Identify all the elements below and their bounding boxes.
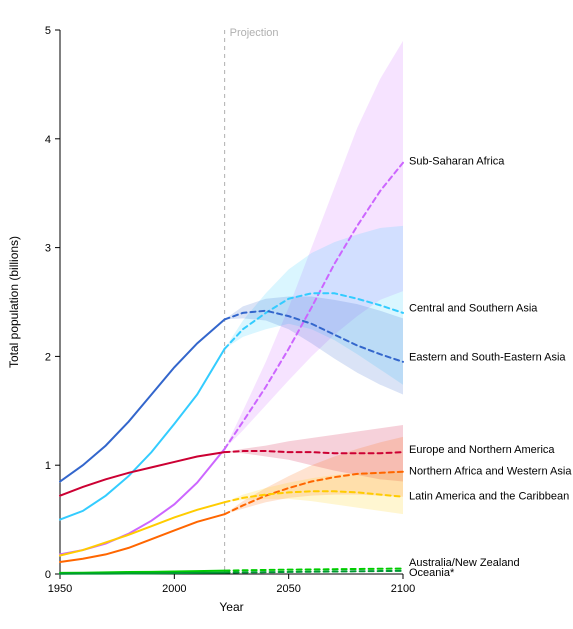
series-line-historical [60,573,225,574]
x-tick-label: 2100 [391,583,415,595]
y-tick-label: 2 [45,351,51,363]
series-label: Northern Africa and Western Asia [409,466,572,478]
y-tick-label: 1 [45,460,51,472]
y-tick-label: 5 [45,25,51,37]
y-axis-label: Total population (billions) [7,236,21,368]
projection-label: Projection [230,27,279,39]
x-tick-label: 2000 [162,583,186,595]
y-tick-label: 0 [45,569,51,581]
y-tick-label: 3 [45,243,51,255]
y-tick-label: 4 [45,134,51,146]
series-label: Oceania* [409,567,455,579]
series-label: Eastern and South-Eastern Asia [409,351,566,363]
x-tick-label: 1950 [48,583,72,595]
series-label: Latin America and the Caribbean [409,491,569,503]
series-label: Sub-Saharan Africa [409,156,505,168]
x-axis-label: Year [219,600,243,614]
population-chart: 0 1 2 3 4 5 1950 2000 2050 2100 Year Total populati… [0,0,573,629]
series-label: Europe and Northern America [409,444,555,456]
series-label: Central and Southern Asia [409,302,538,314]
x-tick-label: 2050 [276,583,300,595]
